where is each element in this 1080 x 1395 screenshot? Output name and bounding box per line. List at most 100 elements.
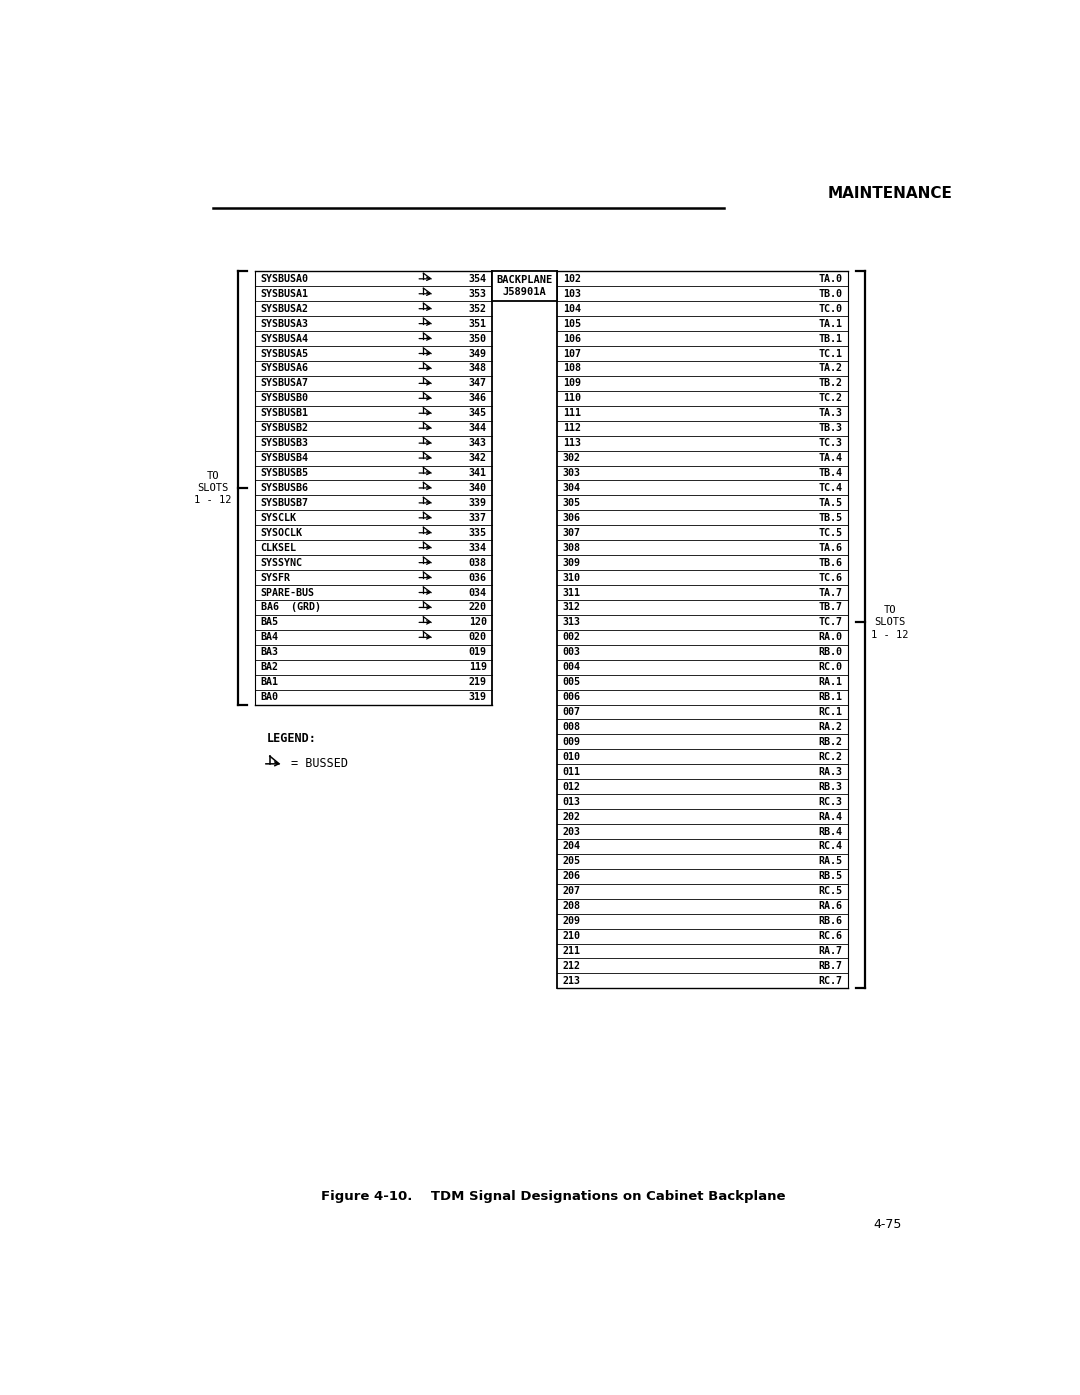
Text: 204: 204 (563, 841, 581, 851)
Text: SYSBUSB3: SYSBUSB3 (260, 438, 309, 448)
Text: TA.6: TA.6 (819, 543, 842, 552)
Text: TC.6: TC.6 (819, 572, 842, 583)
Text: 304: 304 (563, 483, 581, 492)
Text: 104: 104 (563, 304, 581, 314)
Text: RB.4: RB.4 (819, 826, 842, 837)
Text: 020: 020 (469, 632, 487, 642)
Text: 349: 349 (469, 349, 487, 359)
Text: 210: 210 (563, 930, 581, 942)
Text: 337: 337 (469, 513, 487, 523)
Text: 220: 220 (469, 603, 487, 612)
Text: TA.2: TA.2 (819, 364, 842, 374)
Text: 112: 112 (563, 423, 581, 434)
Text: RC.1: RC.1 (819, 707, 842, 717)
Text: 102: 102 (563, 273, 581, 283)
Text: 312: 312 (563, 603, 581, 612)
Text: 106: 106 (563, 333, 581, 343)
Text: 110: 110 (563, 393, 581, 403)
Text: = BUSSED: = BUSSED (291, 757, 348, 770)
Text: SYSBUSB1: SYSBUSB1 (260, 409, 309, 418)
Text: TB.7: TB.7 (819, 603, 842, 612)
Text: BA1: BA1 (260, 677, 279, 688)
Text: TA.7: TA.7 (819, 587, 842, 597)
Text: 335: 335 (469, 527, 487, 537)
Text: 009: 009 (563, 737, 581, 746)
Text: TC.0: TC.0 (819, 304, 842, 314)
Text: SYSBUSA6: SYSBUSA6 (260, 364, 309, 374)
Text: 341: 341 (469, 467, 487, 478)
Bar (491, 272, 557, 301)
Text: 038: 038 (469, 558, 487, 568)
Text: 213: 213 (563, 976, 581, 986)
Text: SYSBUSA7: SYSBUSA7 (260, 378, 309, 388)
Text: BA3: BA3 (260, 647, 279, 657)
Text: 313: 313 (563, 618, 581, 628)
Text: 019: 019 (469, 647, 487, 657)
Text: 105: 105 (563, 318, 581, 329)
Text: RC.2: RC.2 (819, 752, 842, 762)
Text: 343: 343 (469, 438, 487, 448)
Text: 310: 310 (563, 572, 581, 583)
Text: SYSBUSB4: SYSBUSB4 (260, 453, 309, 463)
Text: 005: 005 (563, 677, 581, 688)
Text: TB.5: TB.5 (819, 513, 842, 523)
Text: RB.1: RB.1 (819, 692, 842, 702)
Text: TA.5: TA.5 (819, 498, 842, 508)
Text: 205: 205 (563, 857, 581, 866)
Text: 319: 319 (469, 692, 487, 702)
Text: 4-75: 4-75 (874, 1218, 902, 1232)
Text: TB.2: TB.2 (819, 378, 842, 388)
Text: 036: 036 (469, 572, 487, 583)
Text: RA.2: RA.2 (819, 723, 842, 732)
Text: TA.0: TA.0 (819, 273, 842, 283)
Text: 207: 207 (563, 886, 581, 896)
Text: RA.0: RA.0 (819, 632, 842, 642)
Text: TC.1: TC.1 (819, 349, 842, 359)
Text: 219: 219 (469, 677, 487, 688)
Text: 004: 004 (563, 663, 581, 672)
Text: TB.0: TB.0 (819, 289, 842, 299)
Text: 344: 344 (469, 423, 487, 434)
Text: 340: 340 (469, 483, 487, 492)
Text: 212: 212 (563, 961, 581, 971)
Text: 206: 206 (563, 872, 581, 882)
Text: LEGEND:: LEGEND: (267, 731, 316, 745)
Text: RB.7: RB.7 (819, 961, 842, 971)
Text: TC.5: TC.5 (819, 527, 842, 537)
Text: SYSBUSB6: SYSBUSB6 (260, 483, 309, 492)
Text: TO
SLOTS
1 - 12: TO SLOTS 1 - 12 (872, 605, 908, 640)
Text: 309: 309 (563, 558, 581, 568)
Text: SYSBUSB7: SYSBUSB7 (260, 498, 309, 508)
Text: RA.6: RA.6 (819, 901, 842, 911)
Text: 342: 342 (469, 453, 487, 463)
Text: RA.7: RA.7 (819, 946, 842, 956)
Text: TC.3: TC.3 (819, 438, 842, 448)
Text: 302: 302 (563, 453, 581, 463)
Text: 008: 008 (563, 723, 581, 732)
Text: 203: 203 (563, 826, 581, 837)
Text: BA6  (GRD): BA6 (GRD) (260, 603, 321, 612)
Text: TB.4: TB.4 (819, 467, 842, 478)
Text: 352: 352 (469, 304, 487, 314)
Text: 306: 306 (563, 513, 581, 523)
Text: TC.7: TC.7 (819, 618, 842, 628)
Text: 202: 202 (563, 812, 581, 822)
Text: SYSFR: SYSFR (260, 572, 291, 583)
Text: Figure 4-10.    TDM Signal Designations on Cabinet Backplane: Figure 4-10. TDM Signal Designations on … (321, 1190, 786, 1204)
Text: RA.3: RA.3 (819, 767, 842, 777)
Text: TA.4: TA.4 (819, 453, 842, 463)
Text: 339: 339 (469, 498, 487, 508)
Text: SYSBUSA4: SYSBUSA4 (260, 333, 309, 343)
Text: TA.1: TA.1 (819, 318, 842, 329)
Text: 113: 113 (563, 438, 581, 448)
Text: 307: 307 (563, 527, 581, 537)
Text: 010: 010 (563, 752, 581, 762)
Text: RC.7: RC.7 (819, 976, 842, 986)
Text: TA.3: TA.3 (819, 409, 842, 418)
Text: SYSSYNC: SYSSYNC (260, 558, 302, 568)
Text: 351: 351 (469, 318, 487, 329)
Text: TB.6: TB.6 (819, 558, 842, 568)
Text: 311: 311 (563, 587, 581, 597)
Text: RA.4: RA.4 (819, 812, 842, 822)
Text: 002: 002 (563, 632, 581, 642)
